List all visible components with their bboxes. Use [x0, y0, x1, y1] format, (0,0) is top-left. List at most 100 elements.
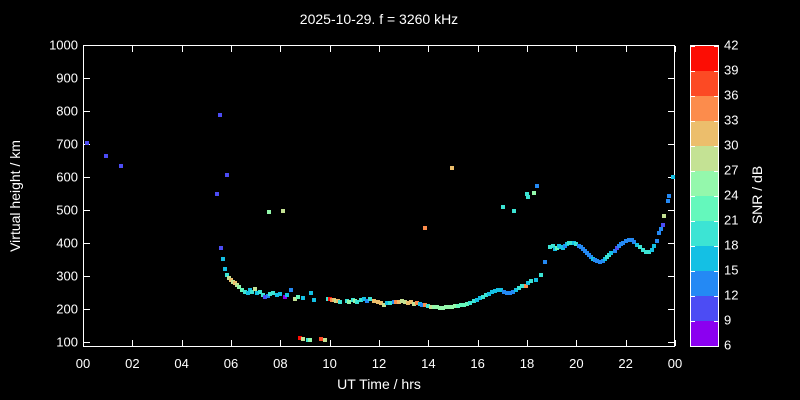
data-point — [240, 287, 245, 292]
data-point — [524, 192, 529, 197]
colorbar-tick — [691, 121, 695, 122]
x-tick — [576, 340, 578, 346]
data-point — [446, 305, 451, 310]
data-point — [408, 300, 413, 305]
data-point — [492, 289, 497, 294]
y-tick-mirror — [668, 276, 674, 278]
data-point — [396, 300, 401, 305]
data-point — [215, 191, 220, 196]
data-point — [393, 300, 398, 305]
x-tick-label: 18 — [519, 356, 535, 371]
colorbar-tick — [714, 171, 718, 172]
data-point — [504, 291, 509, 296]
data-point — [495, 288, 500, 293]
colorbar-tick — [714, 321, 718, 322]
data-point — [662, 213, 667, 218]
y-tick-mirror — [668, 342, 674, 344]
colorbar — [690, 45, 719, 347]
data-point — [649, 247, 654, 252]
x-tick — [132, 340, 134, 346]
x-tick-mirror — [527, 46, 528, 52]
data-point — [659, 227, 664, 232]
x-tick — [675, 340, 676, 346]
data-point — [223, 267, 228, 272]
data-point — [225, 273, 230, 278]
data-point — [654, 239, 659, 244]
colorbar-tick — [691, 271, 695, 272]
data-point — [338, 299, 343, 304]
data-point — [246, 290, 251, 295]
y-tick — [84, 45, 90, 46]
data-point — [656, 231, 661, 236]
data-point — [319, 337, 324, 342]
data-point — [626, 238, 631, 243]
x-tick — [231, 340, 232, 346]
x-axis-label: UT Time / hrs — [337, 376, 421, 392]
x-tick — [527, 340, 528, 346]
data-point — [547, 244, 552, 249]
data-point — [452, 304, 457, 309]
colorbar-tick — [714, 271, 718, 272]
data-point — [354, 300, 359, 305]
data-point — [405, 301, 410, 306]
data-point — [510, 290, 515, 295]
y-tick-mirror — [668, 45, 674, 46]
colorbar-tick — [714, 96, 718, 97]
data-point — [533, 277, 538, 282]
data-point — [595, 259, 600, 264]
x-tick-mirror — [280, 46, 282, 52]
data-point — [371, 299, 376, 304]
colorbar-tick-label: 9 — [724, 312, 732, 328]
x-tick-mirror — [576, 46, 578, 52]
data-point — [467, 301, 472, 306]
data-point — [532, 191, 537, 196]
data-point — [284, 293, 289, 298]
y-tick — [84, 78, 90, 79]
data-point — [367, 297, 372, 302]
colorbar-tick — [714, 196, 718, 197]
x-tick-label: 16 — [470, 356, 485, 371]
colorbar-tick — [714, 121, 718, 122]
colorbar-segment — [691, 121, 718, 146]
data-point — [225, 173, 230, 178]
colorbar-tick-label: 27 — [724, 162, 739, 178]
data-point — [600, 259, 605, 264]
data-point — [661, 222, 666, 227]
data-point — [288, 287, 293, 292]
data-point — [423, 225, 428, 230]
colorbar-tick — [691, 171, 695, 172]
data-point — [569, 241, 574, 246]
colorbar-segment — [691, 196, 718, 221]
y-tick-mirror — [668, 111, 674, 112]
data-point — [364, 299, 369, 304]
y-tick-mirror — [668, 243, 674, 245]
data-point — [104, 153, 109, 158]
data-point — [443, 305, 448, 310]
x-tick-label: 14 — [421, 356, 436, 371]
data-point — [243, 289, 248, 294]
data-point — [539, 273, 544, 278]
x-tick-label: 02 — [125, 356, 140, 371]
x-tick-mirror — [428, 46, 430, 52]
data-point — [252, 286, 257, 291]
data-point — [425, 304, 430, 309]
x-tick-mirror — [379, 46, 380, 52]
x-tick — [181, 340, 183, 346]
x-tick-label: 22 — [618, 356, 633, 371]
colorbar-tick-label: 42 — [724, 37, 739, 53]
colorbar-tick-label: 6 — [724, 337, 732, 353]
colorbar-tick — [714, 296, 718, 297]
data-point — [523, 284, 528, 289]
data-point — [308, 291, 313, 296]
data-point — [640, 247, 645, 252]
data-point — [519, 284, 524, 289]
x-tick — [379, 340, 380, 346]
data-point — [623, 239, 628, 244]
data-point — [483, 293, 488, 298]
colorbar-label: SNR / dB — [749, 165, 765, 225]
data-point — [84, 141, 89, 146]
colorbar-tick-label: 24 — [724, 187, 739, 203]
y-tick — [84, 177, 90, 179]
data-point — [419, 303, 424, 308]
colorbar-tick-label: 33 — [724, 112, 739, 128]
